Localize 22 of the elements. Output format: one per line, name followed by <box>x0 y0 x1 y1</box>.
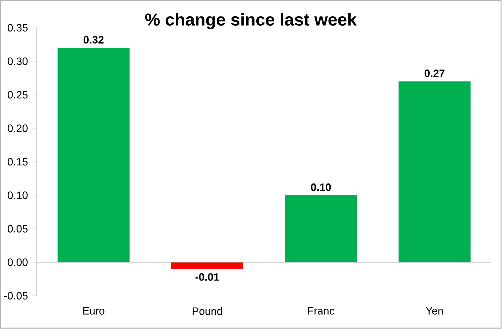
data-label: 0.27 <box>424 70 445 78</box>
bar <box>172 262 244 270</box>
y-tick-label: 0.15 <box>8 158 28 166</box>
data-label: 0.10 <box>311 184 332 192</box>
y-tick-label: 0.00 <box>8 258 28 266</box>
bar <box>58 48 130 262</box>
bar <box>398 82 471 262</box>
y-tick-label: -0.05 <box>4 292 28 300</box>
x-tick-label: Euro <box>83 307 105 315</box>
x-tick-label: Franc <box>308 307 335 315</box>
data-label: -0.01 <box>196 273 220 282</box>
y-tick-label: 0.25 <box>8 91 28 99</box>
y-tick-label: 0.30 <box>8 58 28 66</box>
y-tick-label: 0.05 <box>8 225 28 233</box>
y-tick-label: 0.20 <box>8 124 28 132</box>
data-label: 0.32 <box>84 36 104 44</box>
y-tick-label: 0.10 <box>8 192 28 200</box>
y-tick-label: 0.35 <box>8 24 28 32</box>
x-tick-label: Yen <box>426 307 444 315</box>
chart-title: % change since last week <box>145 13 357 30</box>
x-tick-label: Pound <box>192 307 222 316</box>
bar <box>285 196 358 262</box>
